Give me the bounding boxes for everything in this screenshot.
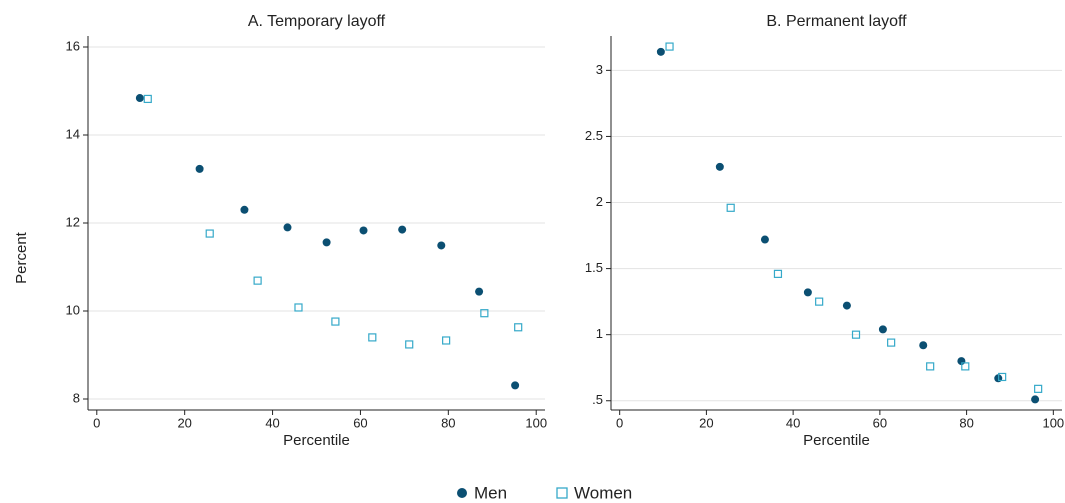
point xyxy=(665,42,674,51)
point xyxy=(205,229,214,238)
x-tick-label: 100 xyxy=(525,415,547,430)
y-tick-label: 2.5 xyxy=(585,128,603,143)
y-tick-label: 3 xyxy=(596,62,603,77)
x-tick-label: 80 xyxy=(441,415,455,430)
legend-label: Women xyxy=(574,483,632,502)
y-tick-label: 12 xyxy=(66,214,80,229)
x-tick-label: 80 xyxy=(959,415,973,430)
chart-title: B. Permanent layoff xyxy=(766,13,907,30)
x-tick-label: 40 xyxy=(786,415,800,430)
legend-marker xyxy=(457,488,467,498)
y-tick-label: .5 xyxy=(592,392,603,407)
point xyxy=(511,381,520,390)
point xyxy=(1031,395,1040,404)
y-tick-label: 14 xyxy=(66,126,80,141)
point xyxy=(322,238,331,247)
point xyxy=(878,325,887,334)
y-tick-label: 2 xyxy=(596,194,603,209)
x-tick-label: 0 xyxy=(93,415,100,430)
legend-label: Men xyxy=(474,483,507,502)
point xyxy=(803,288,812,297)
y-tick-label: 10 xyxy=(66,302,80,317)
point xyxy=(253,276,262,285)
chart-title: A. Temporary layoff xyxy=(248,13,386,30)
y-axis-label: Percent xyxy=(13,231,30,284)
point xyxy=(887,338,896,347)
y-tick-label: 1.5 xyxy=(585,260,603,275)
point xyxy=(480,309,489,318)
point xyxy=(726,203,735,212)
x-tick-label: 20 xyxy=(177,415,191,430)
y-tick-label: 16 xyxy=(66,38,80,53)
point xyxy=(773,269,783,278)
point xyxy=(359,226,368,235)
point xyxy=(998,372,1007,382)
point xyxy=(240,205,249,214)
point xyxy=(961,362,970,371)
x-tick-label: 60 xyxy=(873,415,887,430)
point xyxy=(760,235,769,244)
point xyxy=(398,225,407,234)
y-tick-label: 8 xyxy=(73,390,80,405)
point xyxy=(842,301,851,310)
point xyxy=(331,317,340,326)
point xyxy=(715,162,724,171)
x-tick-label: 0 xyxy=(616,415,623,430)
x-tick-label: 40 xyxy=(265,415,279,430)
point xyxy=(368,333,377,342)
point xyxy=(135,94,144,103)
point xyxy=(815,297,824,306)
point xyxy=(143,94,152,104)
point xyxy=(437,241,446,250)
point xyxy=(405,340,414,349)
point xyxy=(442,336,451,345)
point xyxy=(656,47,665,56)
point xyxy=(1034,384,1043,393)
x-axis-label: Percentile xyxy=(283,432,350,449)
point xyxy=(919,341,928,350)
point xyxy=(514,323,523,332)
point xyxy=(926,362,935,371)
x-axis-label: Percentile xyxy=(803,432,870,449)
point xyxy=(294,303,303,312)
legend-marker xyxy=(556,487,568,499)
x-tick-label: 100 xyxy=(1042,415,1064,430)
point xyxy=(851,330,861,339)
x-tick-label: 60 xyxy=(353,415,367,430)
point xyxy=(195,164,204,173)
y-tick-label: 1 xyxy=(596,326,603,341)
x-tick-label: 20 xyxy=(699,415,713,430)
point xyxy=(475,287,484,296)
point xyxy=(283,223,292,232)
